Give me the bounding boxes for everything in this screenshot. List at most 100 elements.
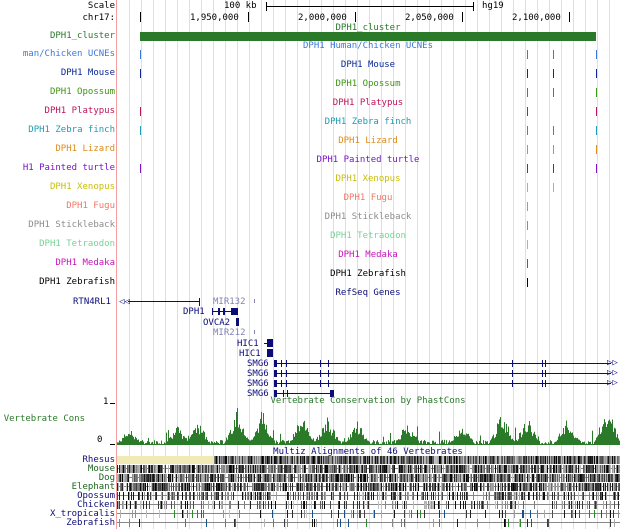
smg6-exon[interactable] [286, 360, 287, 367]
smg6-exon[interactable] [330, 390, 334, 397]
smg6-exon[interactable] [542, 360, 543, 367]
smg6-exon[interactable] [286, 370, 287, 377]
track-label-cluster[interactable]: DPH1_cluster [49, 31, 115, 41]
multiz-species-label[interactable]: Chicken [77, 500, 115, 510]
right-arrow-icon[interactable]: ▷▷ [607, 368, 618, 378]
smg6-exon[interactable] [281, 370, 282, 377]
ucne-element[interactable] [596, 164, 597, 173]
smg6-exon[interactable] [274, 370, 277, 377]
multiz-alignment-plot[interactable] [117, 456, 620, 529]
multiz-species-label[interactable]: Rhesus [82, 455, 115, 465]
smg6-exon[interactable] [545, 380, 546, 387]
smg6-exon[interactable] [283, 390, 284, 397]
left-arrow-icon[interactable]: ◁◁ [119, 297, 130, 307]
gene-label-smg6[interactable]: SMG6 [247, 379, 269, 389]
gene-mir212-mark[interactable] [254, 330, 255, 334]
smg6-exon[interactable] [328, 360, 329, 367]
gene-label-mir132[interactable]: MIR132 [213, 297, 246, 307]
smg6-intron[interactable] [274, 393, 333, 394]
track-label[interactable]: DPH1 Opossum [49, 87, 115, 97]
multiz-species-label[interactable]: Mouse [87, 464, 115, 474]
ucne-element[interactable] [596, 107, 597, 116]
ucne-element[interactable] [553, 88, 554, 97]
gene-dph1-intron[interactable] [212, 311, 238, 312]
conservation-plot[interactable] [117, 400, 620, 446]
gene-label-dph1[interactable]: DPH1 [183, 307, 205, 317]
track-label[interactable]: DPH1 Xenopus [49, 182, 115, 192]
smg6-exon[interactable] [320, 360, 321, 367]
ucne-element[interactable] [596, 50, 597, 59]
gene-label-hic1-2[interactable]: HIC1 [239, 349, 261, 359]
ucne-element[interactable] [140, 164, 141, 173]
ucne-element[interactable] [596, 88, 597, 97]
track-label[interactable]: man/Chicken UCNEs [22, 49, 115, 59]
multiz-species-label[interactable]: Elephant [71, 482, 115, 492]
gene-label-smg6[interactable]: SMG6 [247, 369, 269, 379]
ucne-element[interactable] [527, 69, 528, 78]
gene-label-hic1-1[interactable]: HIC1 [237, 339, 259, 349]
ucne-element[interactable] [527, 145, 528, 154]
ucne-element[interactable] [527, 107, 528, 116]
ucne-element[interactable] [553, 183, 554, 192]
smg6-intron[interactable] [274, 383, 611, 384]
smg6-exon[interactable] [512, 370, 513, 377]
multiz-species-label[interactable]: Opossum [77, 491, 115, 501]
multiz-species-label[interactable]: Zebrafish [66, 518, 115, 528]
ucne-element[interactable] [140, 69, 141, 78]
smg6-exon[interactable] [274, 360, 277, 367]
ucne-element[interactable] [553, 69, 554, 78]
ucne-element[interactable] [596, 145, 597, 154]
gene-ovca2-exon[interactable] [236, 318, 239, 326]
gene-dph1-exon-2[interactable] [218, 308, 220, 315]
gene-hic1-1-exon[interactable] [267, 339, 273, 347]
multiz-species-label[interactable]: Dog [98, 473, 115, 483]
right-arrow-icon[interactable]: ▷▷ [607, 378, 618, 388]
ucne-element[interactable] [527, 88, 528, 97]
track-label[interactable]: H1 Painted turtle [22, 163, 115, 173]
smg6-exon[interactable] [542, 370, 543, 377]
ucne-element[interactable] [553, 164, 554, 173]
track-label[interactable]: DPH1 Fugu [66, 201, 115, 211]
cluster-bar[interactable] [140, 32, 596, 41]
track-label[interactable]: DPH1 Medaka [55, 258, 115, 268]
smg6-exon[interactable] [542, 380, 543, 387]
multiz-species-label[interactable]: X_tropicalis [49, 509, 115, 519]
smg6-exon[interactable] [512, 380, 513, 387]
ucne-element[interactable] [527, 259, 528, 268]
smg6-exon[interactable] [320, 380, 321, 387]
cons-label[interactable]: Vertebrate Cons [3, 414, 85, 424]
ucne-element[interactable] [527, 202, 528, 211]
smg6-exon[interactable] [287, 390, 288, 397]
track-label[interactable]: DPH1 Mouse [60, 68, 115, 78]
gene-dph1-exon-3[interactable] [223, 308, 225, 315]
gene-mir132-mark[interactable] [254, 299, 255, 303]
ucne-element[interactable] [553, 126, 554, 135]
smg6-exon[interactable] [545, 370, 546, 377]
gene-hic1-1-intron[interactable] [264, 343, 269, 344]
track-label[interactable]: DPH1 Zebrafish [39, 277, 115, 287]
ucne-element[interactable] [527, 164, 528, 173]
track-label[interactable]: DPH1 Stickleback [28, 220, 115, 230]
gene-hic1-2-exon[interactable] [267, 349, 273, 357]
gene-label-rtn4rl1[interactable]: RTN4RL1 [73, 297, 111, 307]
right-arrow-icon[interactable]: ▷▷ [607, 358, 618, 368]
ucne-element[interactable] [527, 126, 528, 135]
track-label[interactable]: DPH1 Lizard [55, 144, 115, 154]
smg6-exon[interactable] [281, 360, 282, 367]
gene-label-smg6[interactable]: SMG6 [247, 359, 269, 369]
ucne-element[interactable] [527, 50, 528, 59]
smg6-exon[interactable] [320, 370, 321, 377]
smg6-exon[interactable] [512, 360, 513, 367]
gene-dph1-exon-1[interactable] [212, 308, 213, 315]
track-label[interactable]: DPH1 Tetraodon [39, 239, 115, 249]
ucne-element[interactable] [596, 69, 597, 78]
ucne-element[interactable] [527, 240, 528, 249]
smg6-exon[interactable] [328, 370, 329, 377]
ucne-element[interactable] [527, 221, 528, 230]
ucne-element[interactable] [527, 183, 528, 192]
ucne-element[interactable] [140, 50, 141, 59]
smg6-exon[interactable] [274, 380, 277, 387]
ucne-element[interactable] [596, 126, 597, 135]
gene-label-smg6[interactable]: SMG6 [247, 389, 269, 399]
ucne-element[interactable] [140, 107, 141, 116]
